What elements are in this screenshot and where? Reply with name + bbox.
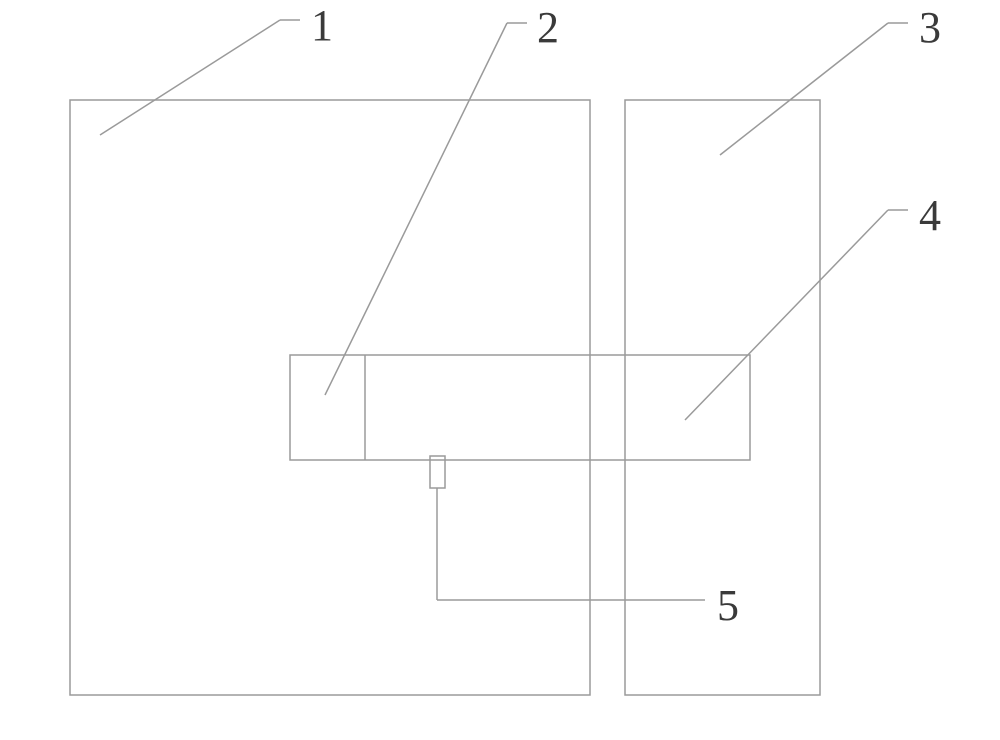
background bbox=[0, 0, 1000, 740]
callout-2-label: 2 bbox=[537, 3, 559, 52]
callout-4-label: 4 bbox=[919, 191, 941, 240]
callout-3-label: 3 bbox=[919, 3, 941, 52]
callout-5-label: 5 bbox=[717, 581, 739, 630]
callout-1-label: 1 bbox=[311, 1, 333, 50]
diagram-canvas: 1 2 3 4 5 bbox=[0, 0, 1000, 740]
